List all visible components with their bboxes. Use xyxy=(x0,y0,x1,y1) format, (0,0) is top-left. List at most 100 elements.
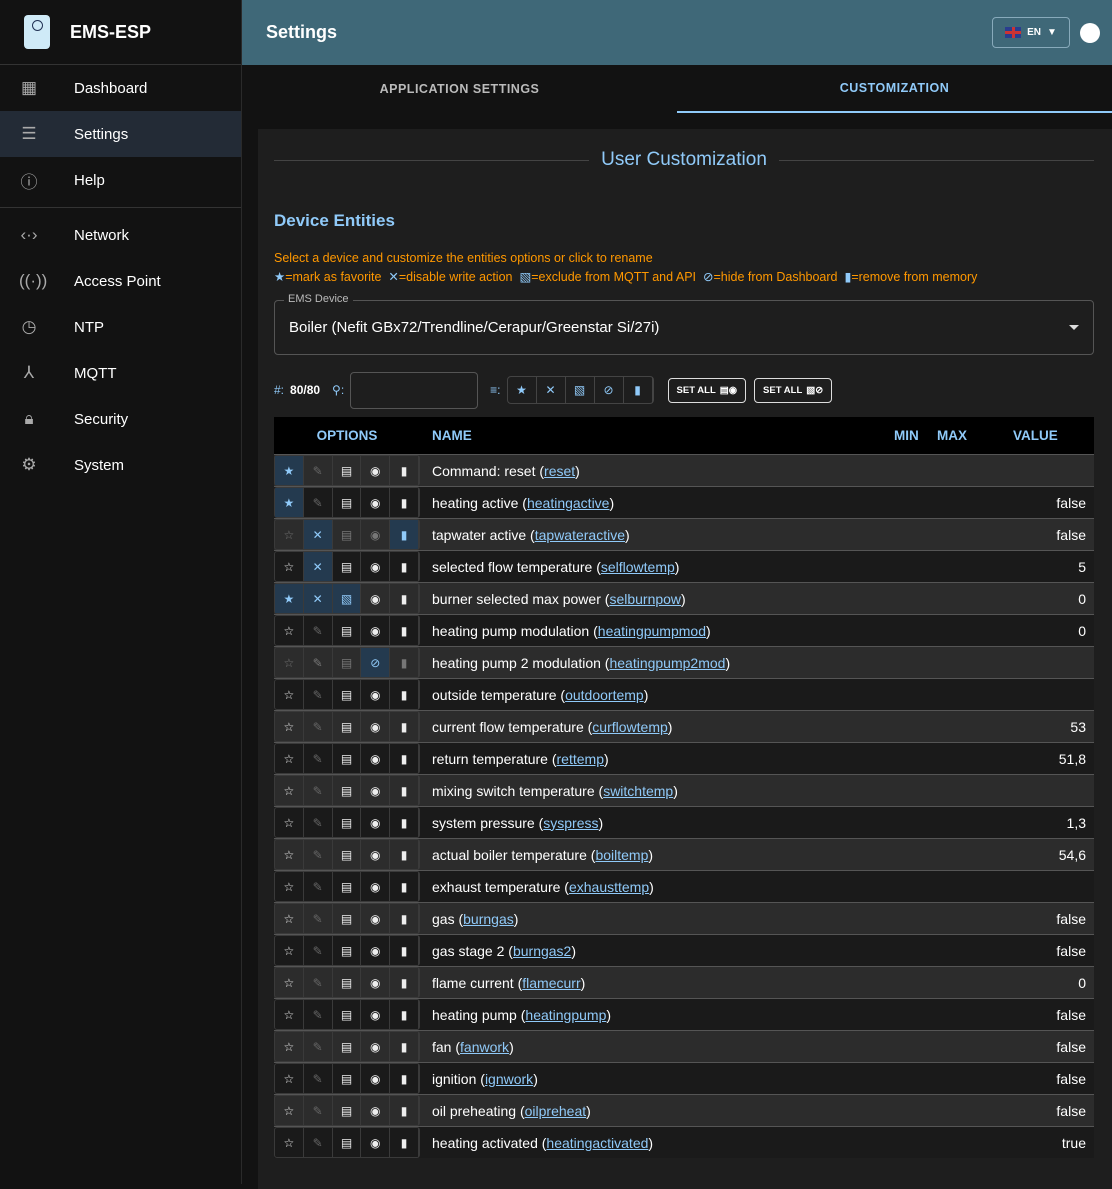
table-row[interactable]: ☆ ✎ ▤ ◉ ▮ heating pump modulation (heati… xyxy=(274,614,1094,646)
table-row[interactable]: ☆ ✎ ▤ ◉ ▮ mixing switch temperature (swi… xyxy=(274,774,1094,806)
table-row[interactable]: ☆ ✎ ▤ ◉ ▮ heating activated (heatingacti… xyxy=(274,1126,1094,1158)
eye-off-icon[interactable]: ⊘ xyxy=(361,648,391,677)
delete-icon[interactable]: ▮ xyxy=(390,648,419,677)
star-outline-icon[interactable]: ☆ xyxy=(275,904,304,933)
eye-icon[interactable]: ◉ xyxy=(361,1032,391,1061)
star-outline-icon[interactable]: ☆ xyxy=(275,1032,304,1061)
star-outline-icon[interactable]: ☆ xyxy=(275,872,304,901)
entity-id-link[interactable]: burngas xyxy=(463,910,514,927)
set-all-visible-button[interactable]: SET ALL ▤◉ xyxy=(667,377,747,403)
table-row[interactable]: ☆ ✎ ▤ ◉ ▮ oil preheating (oilpreheat) fa… xyxy=(274,1094,1094,1126)
table-row[interactable]: ☆ ✎ ▤ ◉ ▮ heating pump (heatingpump) fal… xyxy=(274,998,1094,1030)
entity-id-link[interactable]: outdoortemp xyxy=(565,686,644,703)
star-outline-icon[interactable]: ☆ xyxy=(275,808,304,837)
table-row[interactable]: ☆ ✕ ▤ ◉ ▮ tapwater active (tapwateractiv… xyxy=(274,518,1094,550)
comment-icon[interactable]: ▤ xyxy=(333,808,362,837)
eye-icon[interactable]: ◉ xyxy=(361,872,391,901)
star-outline-icon[interactable]: ☆ xyxy=(275,552,304,581)
pencil-icon[interactable]: ✎ xyxy=(304,936,333,965)
eye-icon[interactable]: ◉ xyxy=(361,904,391,933)
star-filled-icon[interactable]: ★ xyxy=(275,456,304,485)
sidebar-item-access-point[interactable]: ((·)) Access Point xyxy=(0,258,241,304)
delete-icon[interactable]: ▮ xyxy=(390,1032,419,1061)
entity-id-link[interactable]: boiltemp xyxy=(595,846,649,863)
star-outline-icon[interactable]: ☆ xyxy=(275,520,304,549)
sidebar-item-dashboard[interactable]: ▦ Dashboard xyxy=(0,65,241,111)
pencil-icon[interactable]: ✎ xyxy=(304,712,333,741)
star-outline-icon[interactable]: ☆ xyxy=(275,968,304,997)
filter-web-icon[interactable]: ⊘ xyxy=(595,377,624,403)
write-disabled-icon[interactable]: ✕ xyxy=(303,520,333,549)
comment-icon[interactable]: ▤ xyxy=(333,456,362,485)
star-filled-icon[interactable]: ★ xyxy=(275,488,304,517)
entity-id-link[interactable]: selflowtemp xyxy=(600,558,675,575)
eye-icon[interactable]: ◉ xyxy=(361,616,391,645)
delete-icon[interactable]: ▮ xyxy=(390,520,419,549)
star-outline-icon[interactable]: ☆ xyxy=(275,840,304,869)
table-row[interactable]: ☆ ✎ ▤ ◉ ▮ exhaust temperature (exhaustte… xyxy=(274,870,1094,902)
delete-icon[interactable]: ▮ xyxy=(390,488,419,517)
sidebar-item-mqtt[interactable]: ⅄ MQTT xyxy=(0,350,241,396)
entity-name[interactable]: ignition (ignwork) xyxy=(432,1070,538,1087)
star-outline-icon[interactable]: ☆ xyxy=(275,1000,304,1029)
comment-icon[interactable]: ▤ xyxy=(333,520,362,549)
pencil-icon[interactable]: ✎ xyxy=(304,648,333,677)
table-row[interactable]: ☆ ✎ ▤ ◉ ▮ flame current (flamecurr) 0 xyxy=(274,966,1094,998)
delete-icon[interactable]: ▮ xyxy=(390,616,419,645)
ems-device-select[interactable]: EMS Device Boiler (Nefit GBx72/Trendline/… xyxy=(274,293,1094,355)
sidebar-item-system[interactable]: ⚙ System xyxy=(0,442,241,488)
language-select[interactable]: EN ▼ xyxy=(992,17,1070,48)
sidebar-item-ntp[interactable]: ◷ NTP xyxy=(0,304,241,350)
comment-off-icon[interactable]: ▧ xyxy=(332,584,362,613)
entity-name[interactable]: flame current (flamecurr) xyxy=(432,974,586,991)
entity-id-link[interactable]: flamecurr xyxy=(522,974,581,991)
col-name[interactable]: NAME xyxy=(432,428,472,443)
delete-icon[interactable]: ▮ xyxy=(390,712,419,741)
pencil-icon[interactable]: ✎ xyxy=(304,1064,333,1093)
star-outline-icon[interactable]: ☆ xyxy=(275,1128,304,1157)
pencil-icon[interactable]: ✎ xyxy=(304,744,333,773)
delete-icon[interactable]: ▮ xyxy=(390,1128,419,1157)
entity-id-link[interactable]: heatingactive xyxy=(526,494,610,511)
entity-id-link[interactable]: ignwork xyxy=(484,1070,534,1087)
pencil-icon[interactable]: ✎ xyxy=(304,840,333,869)
eye-icon[interactable]: ◉ xyxy=(361,520,391,549)
eye-icon[interactable]: ◉ xyxy=(361,680,391,709)
tab-application-settings[interactable]: APPLICATION SETTINGS xyxy=(379,82,540,96)
entity-name[interactable]: heating pump 2 modulation (heatingpump2m… xyxy=(432,654,731,671)
entity-id-link[interactable]: fanwork xyxy=(460,1038,510,1055)
delete-icon[interactable]: ▮ xyxy=(390,904,419,933)
star-outline-icon[interactable]: ☆ xyxy=(275,648,304,677)
entity-name[interactable]: gas (burngas) xyxy=(432,910,519,927)
entity-id-link[interactable]: heatingpump2mod xyxy=(609,654,726,671)
delete-icon[interactable]: ▮ xyxy=(390,968,419,997)
entity-name[interactable]: return temperature (rettemp) xyxy=(432,750,609,767)
entity-id-link[interactable]: heatingpumpmod xyxy=(597,622,706,639)
entity-id-link[interactable]: heatingactivated xyxy=(546,1134,649,1151)
eye-icon[interactable]: ◉ xyxy=(361,1096,391,1125)
pencil-icon[interactable]: ✎ xyxy=(304,456,333,485)
table-row[interactable]: ★ ✕ ▧ ◉ ▮ burner selected max power (sel… xyxy=(274,582,1094,614)
delete-icon[interactable]: ▮ xyxy=(390,936,419,965)
col-options[interactable]: OPTIONS xyxy=(316,428,378,443)
search-input[interactable] xyxy=(350,371,479,409)
account-icon[interactable] xyxy=(1080,22,1100,43)
set-all-hidden-button[interactable]: SET ALL ▧⊘ xyxy=(754,377,833,403)
tab-customization[interactable]: CUSTOMIZATION xyxy=(677,65,1112,113)
eye-icon[interactable]: ◉ xyxy=(361,1000,391,1029)
write-disabled-icon[interactable]: ✕ xyxy=(303,552,333,581)
comment-icon[interactable]: ▤ xyxy=(333,488,362,517)
star-outline-icon[interactable]: ☆ xyxy=(275,1064,304,1093)
entity-name[interactable]: current flow temperature (curflowtemp) xyxy=(432,718,673,735)
filter-favorite-icon[interactable]: ★ xyxy=(508,377,537,403)
entity-name[interactable]: exhaust temperature (exhausttemp) xyxy=(432,878,654,895)
table-row[interactable]: ☆ ✎ ▤ ◉ ▮ system pressure (syspress) 1,3 xyxy=(274,806,1094,838)
sidebar-item-network[interactable]: ‹·› Network xyxy=(0,212,241,258)
table-row[interactable]: ★ ✎ ▤ ◉ ▮ heating active (heatingactive)… xyxy=(274,486,1094,518)
entity-id-link[interactable]: oilpreheat xyxy=(524,1102,587,1119)
comment-icon[interactable]: ▤ xyxy=(333,936,362,965)
table-row[interactable]: ☆ ✎ ▤ ◉ ▮ outside temperature (outdoorte… xyxy=(274,678,1094,710)
eye-icon[interactable]: ◉ xyxy=(361,744,391,773)
entity-id-link[interactable]: curflowtemp xyxy=(592,718,668,735)
eye-icon[interactable]: ◉ xyxy=(361,1128,391,1157)
